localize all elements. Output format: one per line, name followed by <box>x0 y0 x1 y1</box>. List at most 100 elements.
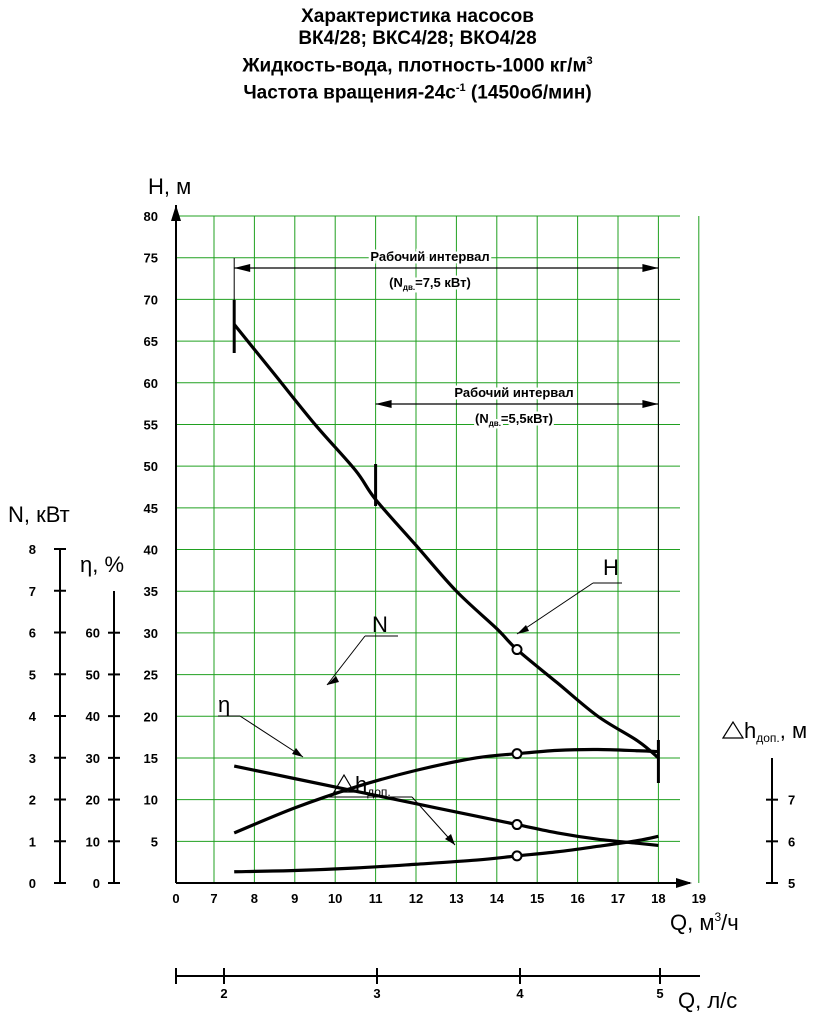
interval-note-main: (N <box>389 275 403 290</box>
title-line-3: Жидкость-вода, плотность-1000 кг/м3 <box>0 50 835 77</box>
q-tick-label: 12 <box>409 891 423 906</box>
eta-tick-label: 30 <box>86 751 100 766</box>
interval-note-sub: дв. <box>489 419 501 428</box>
dh-tick-label: 6 <box>788 834 795 849</box>
q-axis-label-sup: 3 <box>714 910 721 924</box>
n-tick-label: 5 <box>29 667 36 682</box>
h-tick-label: 20 <box>144 709 158 724</box>
q-axis-arrow <box>676 878 692 888</box>
eta-tick-label: 20 <box>86 793 100 808</box>
q-tick-label: 8 <box>251 891 258 906</box>
chart-titles: Характеристика насосов ВК4/28; ВКС4/28; … <box>0 6 835 105</box>
q-tick-label: 11 <box>369 891 383 906</box>
q-ls-tick-label: 5 <box>656 986 663 1001</box>
q-tick-label: 15 <box>530 891 544 906</box>
h-label-leader <box>516 582 594 635</box>
eta-curve <box>233 747 659 835</box>
curve-point-marker <box>511 748 523 760</box>
dh-label-leader-arrow <box>445 834 455 845</box>
interval-note: (Nдв.=7,5 кВт) <box>389 275 471 292</box>
h-curve <box>232 323 660 760</box>
q-tick-label: 13 <box>449 891 463 906</box>
h-tick-label: 80 <box>144 209 158 224</box>
q-tick-label: 10 <box>328 891 342 906</box>
curve-point-marker <box>511 819 523 831</box>
q-ls-axis-label: Q, л/с <box>678 988 737 1013</box>
dh-axis-label: hдоп., м <box>744 718 807 745</box>
title-line-2: ВК4/28; ВКС4/28; ВКО4/28 <box>298 28 537 49</box>
n-tick-label: 3 <box>29 751 36 766</box>
n-label-leader <box>326 635 366 686</box>
h-tick-label: 5 <box>151 834 158 849</box>
q-tick-label: 19 <box>692 891 706 906</box>
dh-axis-label-tail: , м <box>780 718 807 743</box>
h-axis-arrow <box>171 205 181 221</box>
h-tick-label: 65 <box>144 334 158 349</box>
dh-tick-label: 7 <box>788 793 795 808</box>
chart-curves <box>232 323 660 874</box>
chart-grid <box>176 215 700 883</box>
interval-arrow-left <box>375 400 392 408</box>
interval-title: Рабочий интервал <box>370 249 489 264</box>
title-line-4-text: Частота вращения-24с <box>243 82 456 104</box>
interval-note-tail: =5,5кВт) <box>501 411 553 426</box>
dh-curve <box>234 834 659 874</box>
title-line-3-sup: 3 <box>586 55 593 67</box>
interval-arrow-left <box>234 264 251 272</box>
interval-title: Рабочий интервал <box>454 385 573 400</box>
dh-curve-label-main: h <box>355 772 367 797</box>
n-curve <box>233 764 659 848</box>
dh-curve-label: hдоп. <box>355 772 391 799</box>
working-intervals: Рабочий интервал (Nдв.=7,5 кВт) Рабочий ин… <box>232 247 660 783</box>
n-tick-label: 0 <box>29 876 36 891</box>
q-tick-label: 7 <box>210 891 217 906</box>
interval-arrow-right <box>642 400 659 408</box>
q-ls-tick-label: 2 <box>220 986 227 1001</box>
delta-triangle-icon <box>721 720 745 739</box>
q-ls-tick-label: 4 <box>516 986 524 1001</box>
h-tick-label: 30 <box>144 626 158 641</box>
n-label-leader-arrow <box>327 676 339 685</box>
title-line-4: Частота вращения-24с-1 (1450об/мин) <box>0 77 835 104</box>
n-tick-label: 4 <box>29 709 37 724</box>
n-tick-label: 2 <box>29 793 36 808</box>
q-axis-label-main: Q, м <box>670 910 714 935</box>
eta-tick-label: 0 <box>93 876 100 891</box>
h-tick-label: 45 <box>144 501 158 516</box>
curve-point-marker <box>511 850 523 862</box>
title-line-1: Характеристика насосов <box>301 6 534 27</box>
h-tick-label: 35 <box>144 584 158 599</box>
n-tick-label: 8 <box>29 542 36 557</box>
eta-tick-label: 50 <box>86 667 100 682</box>
q-tick-label: 18 <box>651 891 665 906</box>
n-axis-label: N, кВт <box>8 502 70 527</box>
h-tick-label: 60 <box>144 376 158 391</box>
dh-curve-label-sub: доп. <box>367 785 391 799</box>
eta-label-leader <box>239 715 304 758</box>
q-ls-tick-label: 3 <box>373 986 380 1001</box>
eta-curve-label: η <box>218 692 230 717</box>
chart-labels: Н Nη hдоп. <box>218 555 622 846</box>
h-curve-label: Н <box>603 555 619 580</box>
q-axis-label-tail: /ч <box>721 910 739 935</box>
n-curve-label: N <box>372 612 388 637</box>
n-tick-label: 1 <box>29 834 36 849</box>
q-tick-label: 17 <box>611 891 625 906</box>
q-axis-label: Q, м3/ч <box>670 910 739 935</box>
eta-tick-label: 40 <box>86 709 100 724</box>
delta-triangle-icon <box>332 773 356 793</box>
interval-note-main: (N <box>475 411 489 426</box>
n-tick-label: 6 <box>29 626 36 641</box>
interval-note: (Nдв.=5,5кВт) <box>475 411 553 428</box>
eta-axis-label: η, % <box>80 552 124 577</box>
interval-note-sub: дв. <box>403 283 415 292</box>
interval-arrow-right <box>642 264 659 272</box>
h-tick-label: 50 <box>144 459 158 474</box>
title-line-4-tail: (1450об/мин) <box>465 82 592 104</box>
h-label-leader-arrow <box>517 625 529 634</box>
eta-tick-label: 10 <box>86 834 100 849</box>
h-tick-label: 10 <box>144 793 158 808</box>
title-line-3-text: Жидкость-вода, плотность-1000 кг/м <box>242 55 587 77</box>
